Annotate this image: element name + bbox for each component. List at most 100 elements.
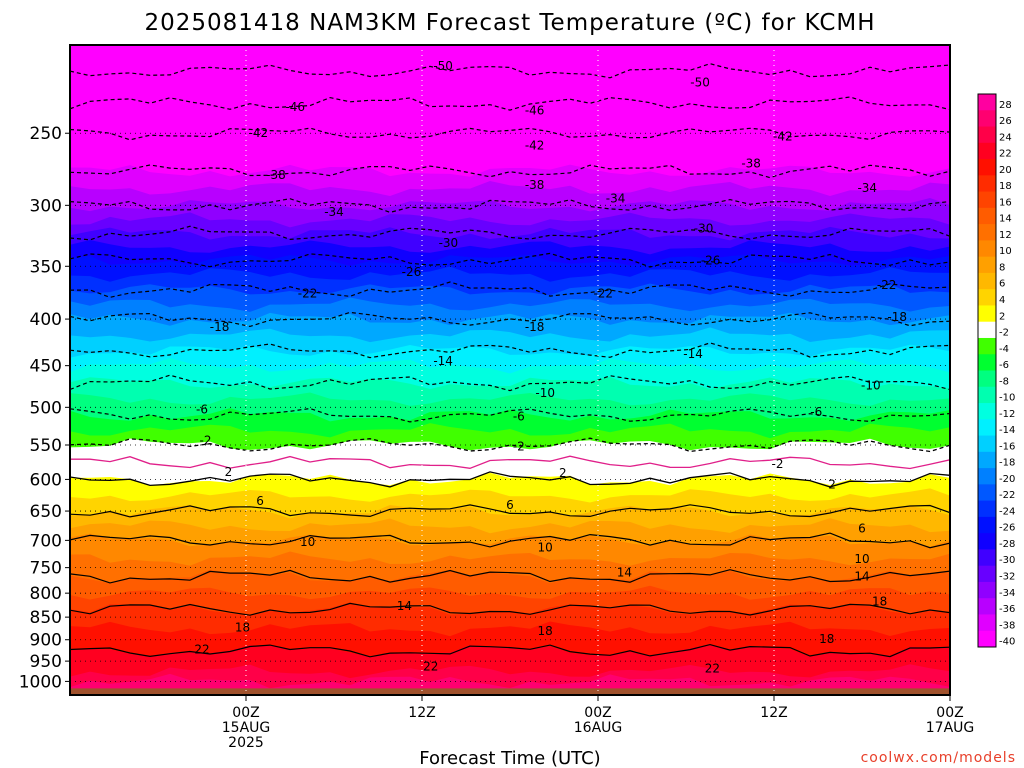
contour-label: -2 [772, 457, 784, 471]
colorbar-swatch [978, 403, 996, 420]
colorbar-legend: 28 26 24 22 20 18 16 14 12 10 8 6 4 2 -2 -4 -6 -8 -10 -12 -1… [977, 93, 1015, 648]
x-tick-label: 17AUG [926, 720, 975, 736]
x-tick-label: 12Z [408, 705, 435, 721]
contour-label: -10 [535, 386, 555, 400]
colorbar-label: -2 [999, 328, 1009, 339]
colorbar-label: -36 [999, 604, 1015, 615]
y-tick-label: 750 [30, 559, 62, 579]
contour-label: -30 [439, 236, 459, 250]
contour-line [70, 164, 950, 179]
colorbar-swatch [978, 240, 996, 258]
colorbar-label: -18 [999, 458, 1015, 469]
x-tick-label: 00Z [232, 705, 259, 721]
colorbar-label: -4 [999, 344, 1009, 355]
colorbar-label: 6 [999, 279, 1005, 290]
colorbar-swatch [978, 110, 996, 128]
x-tick-label: 15AUG [222, 720, 271, 736]
colorbar-swatch [978, 598, 996, 615]
colorbar-label: -34 [999, 588, 1015, 599]
contour-label: 22 [423, 659, 438, 673]
colorbar-swatch [978, 451, 996, 469]
contour-label: -6 [196, 403, 208, 417]
contour-line [70, 643, 950, 658]
colorbar-swatch [978, 435, 996, 453]
contour-label: 10 [854, 552, 869, 566]
colorbar-swatch [978, 484, 996, 502]
colorbar-swatch [978, 630, 996, 648]
contour-label: -30 [694, 221, 714, 235]
colorbar-label: -22 [999, 490, 1015, 501]
y-tick-label: 850 [30, 608, 62, 628]
y-tick-label: 600 [30, 470, 62, 490]
y-tick-label: 950 [30, 652, 62, 672]
y-tick-label: 650 [30, 502, 62, 522]
contour-label: -34 [324, 205, 344, 219]
contour-label: 6 [858, 521, 866, 535]
colorbar-label: 22 [999, 149, 1012, 160]
contour-label: -42 [249, 126, 269, 140]
contour-label: 18 [538, 624, 553, 638]
colorbar-label: -30 [999, 555, 1015, 566]
x-tick-label: 12Z [760, 705, 787, 721]
contour-line [70, 569, 950, 584]
contour-label: -38 [741, 157, 761, 171]
y-tick-label: 900 [30, 631, 62, 651]
colorbar-swatch [978, 126, 996, 144]
colorbar-label: -16 [999, 441, 1015, 452]
colorbar-swatch [978, 549, 996, 567]
x-tick-label: 00Z [584, 705, 611, 721]
contour-label: 18 [872, 594, 887, 608]
x-tick-label: 2025 [228, 735, 264, 751]
colorbar-swatch [978, 565, 996, 583]
colorbar-label: 14 [999, 214, 1012, 225]
contour-label: -38 [266, 168, 286, 182]
colorbar-swatch [978, 224, 996, 241]
contour-label: 14 [617, 565, 632, 579]
plot-area: -50 -50 -46 -46 -42 -42 -42 -38 -38 -38 -34 -34 -34 -… [70, 45, 950, 695]
y-tick-label: 1000 [19, 672, 62, 692]
y-axis: 250 300 350 400 450 500 550 600 650 700 750 800 850 9… [19, 124, 70, 692]
colorbar-label: -8 [999, 376, 1009, 387]
contour-label: 14 [397, 599, 412, 613]
colorbar-label: 28 [999, 100, 1012, 111]
contour-label: -22 [593, 287, 613, 301]
ground-surface [70, 688, 950, 695]
colorbar-frame [977, 93, 997, 648]
colorbar-label: -10 [999, 393, 1015, 404]
colorbar-label: 16 [999, 197, 1012, 208]
colorbar-swatch [978, 289, 996, 306]
colorbar-swatch [978, 468, 996, 485]
colorbar-label: 18 [999, 181, 1012, 192]
colorbar-swatch [978, 272, 996, 290]
contour-label: -34 [857, 181, 877, 195]
colorbar-label: 26 [999, 116, 1012, 127]
colorbar-label: -26 [999, 523, 1015, 534]
colorbar-label: 20 [999, 165, 1012, 176]
contour-label: 2 [559, 466, 567, 480]
contour-label: -50 [433, 59, 453, 73]
colorbar-swatch [978, 614, 996, 632]
credit-link[interactable]: coolwx.com/models [861, 750, 1016, 766]
contour-line [70, 252, 950, 268]
contour-label: -26 [402, 265, 422, 279]
y-tick-label: 250 [30, 124, 62, 144]
x-axis-title: Forecast Time (UTC) [419, 748, 600, 768]
colorbar-swatch [978, 354, 996, 371]
colorbar-swatch [978, 337, 996, 355]
y-tick-label: 350 [30, 257, 62, 277]
contour-label: -18 [525, 320, 545, 334]
contour-line [70, 532, 950, 549]
contour-label: -18 [887, 310, 907, 324]
y-tick-label: 400 [30, 310, 62, 330]
colorbar-label: 2 [999, 311, 1005, 322]
colorbar-label: -14 [999, 425, 1015, 436]
colorbar-swatch [978, 419, 996, 437]
contour-line [70, 602, 950, 616]
colorbar-label: -28 [999, 539, 1015, 550]
contour-line [70, 96, 950, 111]
y-tick-label: 500 [30, 398, 62, 418]
contour-label: -22 [298, 287, 318, 301]
colorbar-label: -32 [999, 572, 1015, 583]
contour-label: 6 [506, 498, 514, 512]
